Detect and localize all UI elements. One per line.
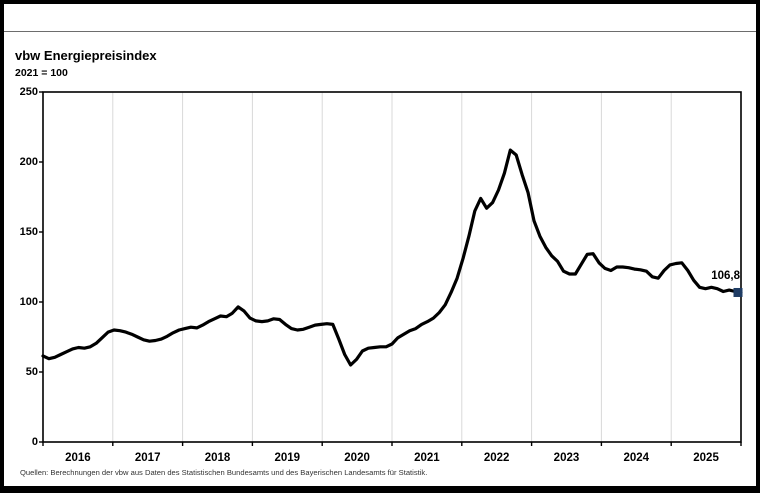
y-tick-0: 0	[31, 436, 38, 448]
line-chart-plot-area	[39, 91, 743, 446]
x-tick-2020: 2020	[344, 452, 370, 464]
x-tick-2023: 2023	[553, 452, 580, 464]
energy-price-index-line	[41, 148, 743, 367]
x-tick-2016: 2016	[65, 452, 91, 464]
last-value-data-label: 106,8	[711, 270, 740, 282]
x-tick-2018: 2018	[204, 452, 231, 464]
chart-title: vbw Energiepreisindex	[15, 48, 157, 63]
x-tick-2017: 2017	[134, 452, 161, 464]
page-header-rule	[4, 4, 756, 32]
y-tick-200: 200	[19, 156, 38, 168]
last-value-marker	[733, 287, 743, 297]
x-axis-tick-labels: 2016 2017 2018 2019 2020 2021 2022 2023 …	[43, 450, 741, 466]
y-tick-150: 150	[19, 226, 38, 238]
source-note: Quellen: Berechnungen der vbw aus Daten …	[20, 468, 428, 477]
x-tick-2024: 2024	[623, 452, 650, 464]
y-tick-50: 50	[25, 366, 38, 378]
x-tick-2019: 2019	[274, 452, 301, 464]
report-page: vbw Energiepreisindex 2021 = 100 250 200…	[4, 4, 756, 486]
x-tick-2022: 2022	[483, 452, 510, 464]
x-tick-2025: 2025	[693, 452, 719, 464]
x-tick-2021: 2021	[414, 452, 440, 464]
chart-subtitle: 2021 = 100	[15, 67, 68, 79]
y-tick-100: 100	[19, 296, 38, 308]
y-tick-250: 250	[19, 86, 38, 98]
